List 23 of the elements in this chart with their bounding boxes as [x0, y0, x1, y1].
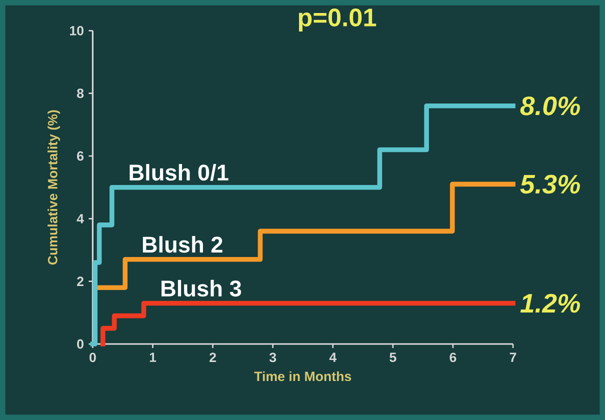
y-tick-label: 6	[77, 151, 84, 161]
x-tick-label: 1	[150, 352, 156, 362]
chart-title: p=0.01	[298, 8, 376, 32]
text: 1.2%	[520, 294, 580, 313]
x-tick-label: 6	[450, 352, 456, 362]
y-axis-title: Cumulative Mortality (%)	[48, 110, 60, 265]
series-label: Blush 3	[162, 280, 242, 297]
y-tick-label: 4	[76, 214, 84, 224]
series-label: Blush 2	[142, 236, 222, 253]
text: 5.3%	[520, 174, 580, 194]
series-label: Blush 0/1	[130, 164, 228, 181]
x-tick-label: 4	[329, 352, 337, 362]
x-tick-label: 0	[90, 352, 96, 362]
y-tick-label: 10	[70, 26, 84, 36]
y-tick-label: 2	[77, 276, 84, 286]
y-tick-label: 8	[77, 88, 84, 98]
y-tick-label: 0	[77, 339, 84, 349]
x-tick-label: 5	[390, 352, 396, 362]
x-axis-title: Time in Months	[254, 371, 352, 382]
text: 8.0%	[520, 96, 580, 116]
x-tick-label: 3	[269, 352, 276, 362]
x-tick-label: 2	[210, 352, 216, 362]
x-tick-label: 7	[510, 352, 516, 362]
